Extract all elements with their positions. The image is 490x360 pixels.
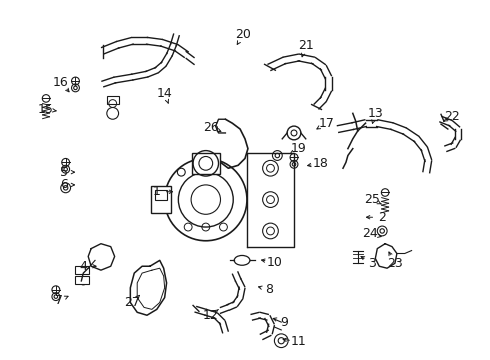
Text: 15: 15	[38, 103, 54, 116]
Text: 27: 27	[124, 296, 140, 309]
Text: 25: 25	[365, 193, 380, 206]
Bar	[75, 266, 89, 274]
Text: 26: 26	[203, 121, 219, 134]
Text: 20: 20	[235, 28, 251, 41]
Bar	[151, 186, 171, 213]
Bar	[155, 190, 167, 199]
Text: 1: 1	[153, 185, 161, 198]
Text: 11: 11	[291, 335, 307, 348]
Bar	[75, 276, 89, 284]
Text: 5: 5	[60, 166, 68, 179]
Text: 13: 13	[368, 107, 383, 120]
Text: 21: 21	[298, 39, 314, 52]
Text: 22: 22	[444, 110, 460, 123]
Text: 14: 14	[157, 87, 172, 100]
Text: 17: 17	[318, 117, 334, 130]
Text: 8: 8	[266, 283, 273, 296]
Text: 16: 16	[53, 76, 69, 89]
Text: 19: 19	[291, 142, 307, 155]
Text: 23: 23	[387, 257, 403, 270]
Text: 12: 12	[203, 309, 219, 322]
Text: 3: 3	[368, 257, 376, 270]
Text: 18: 18	[313, 157, 328, 170]
Text: 4: 4	[79, 260, 87, 273]
Bar	[192, 153, 220, 174]
Text: 9: 9	[280, 316, 288, 329]
Bar	[107, 96, 119, 104]
Text: 7: 7	[55, 294, 63, 307]
Text: 24: 24	[363, 228, 378, 240]
Text: 6: 6	[60, 179, 68, 192]
Text: 2: 2	[378, 211, 386, 224]
Text: 10: 10	[267, 256, 282, 269]
Ellipse shape	[234, 256, 250, 265]
